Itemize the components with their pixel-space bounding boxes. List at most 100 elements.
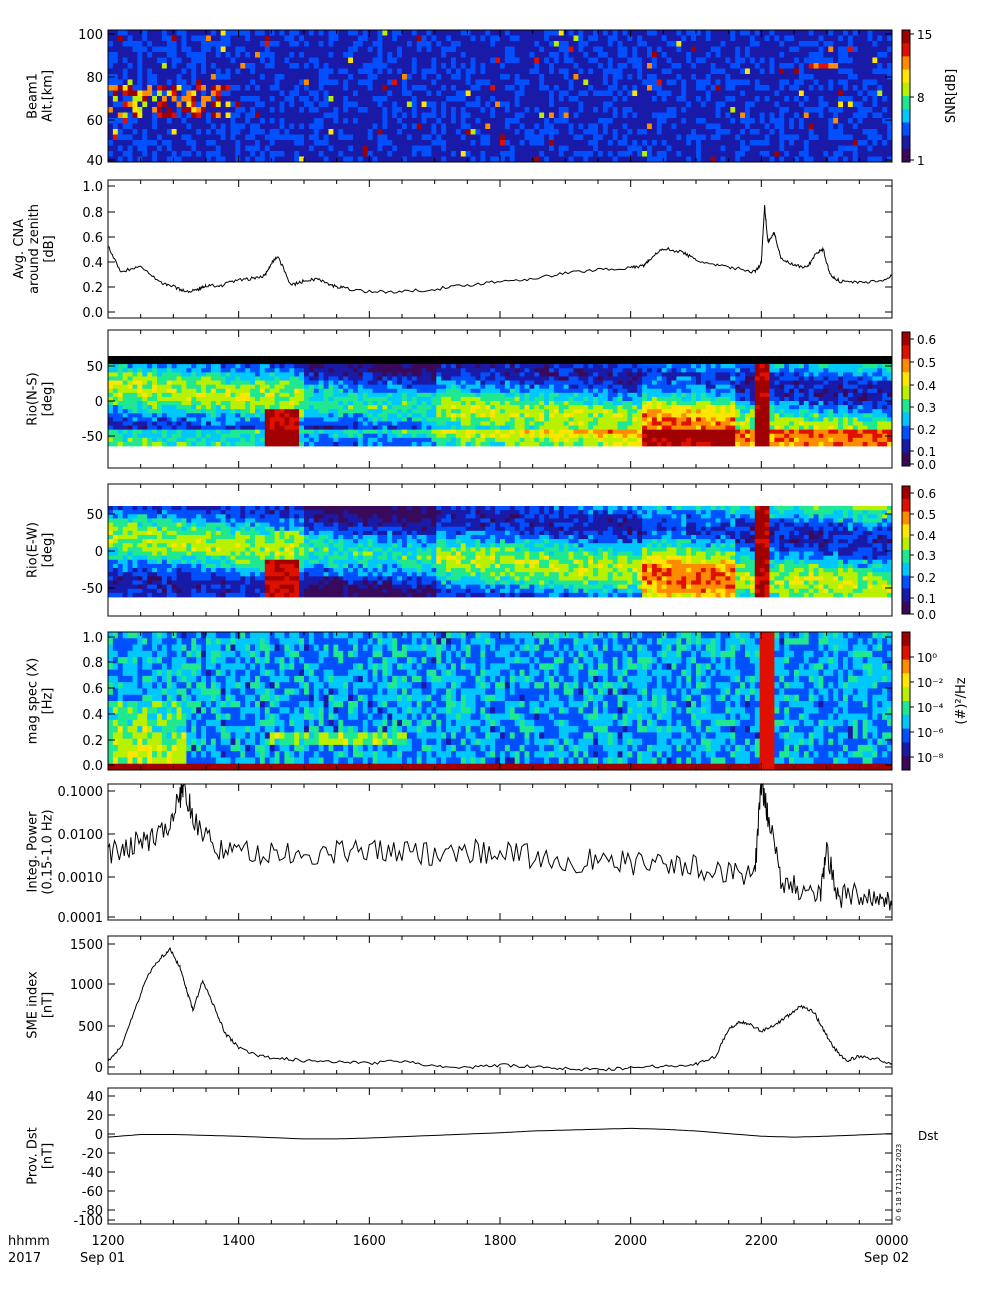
heatmap-cell <box>725 41 731 47</box>
heatmap-cell <box>269 388 275 394</box>
heatmap-cell <box>259 368 266 373</box>
heatmap-cell <box>225 134 231 141</box>
heatmap-cell <box>647 74 653 80</box>
heatmap-cell <box>485 30 491 36</box>
heatmap-cell <box>181 96 187 102</box>
heatmap-cell <box>705 90 712 97</box>
heatmap-cell <box>774 52 780 58</box>
heatmap-cell <box>259 413 266 418</box>
heatmap-cell <box>421 123 427 130</box>
heatmap-cell <box>622 30 628 36</box>
heatmap-cell <box>157 35 163 42</box>
heatmap-cell <box>318 364 324 369</box>
heatmap-cell <box>225 74 231 80</box>
heatmap-cell <box>147 409 153 414</box>
heatmap-cell <box>235 52 241 58</box>
heatmap-cell <box>392 123 398 130</box>
heatmap-cell <box>269 112 275 119</box>
heatmap-cell <box>235 46 241 53</box>
heatmap-cell <box>338 156 344 163</box>
heatmap-cell <box>171 429 177 435</box>
heatmap-cell <box>343 63 349 69</box>
heatmap-cell <box>284 421 290 426</box>
heatmap-cell <box>656 151 663 157</box>
heatmap-cell <box>201 372 207 377</box>
heatmap-cell <box>754 134 761 141</box>
heatmap-cell <box>436 57 442 64</box>
heatmap-cell <box>617 68 623 75</box>
heatmap-cell <box>583 134 589 141</box>
heatmap-cell <box>235 392 241 398</box>
heatmap-cell <box>186 425 192 431</box>
heatmap-cell <box>137 79 143 86</box>
heatmap-cell <box>504 156 511 163</box>
heatmap-cell <box>132 134 138 141</box>
heatmap-cell <box>676 96 682 102</box>
heatmap-cell <box>318 156 324 163</box>
heatmap-cell <box>867 140 873 146</box>
heatmap-cell <box>161 437 168 443</box>
heatmap-cell <box>676 35 682 42</box>
heatmap-cell <box>112 52 119 58</box>
heatmap-cell <box>328 85 334 91</box>
heatmap-cell <box>225 46 231 53</box>
heatmap-cell <box>362 107 369 113</box>
heatmap-cell <box>161 85 168 91</box>
heatmap-cell <box>230 405 236 410</box>
heatmap-cell <box>534 129 540 135</box>
heatmap-cell <box>696 156 702 163</box>
heatmap-cell <box>147 388 153 394</box>
heatmap-cell <box>117 441 124 447</box>
heatmap-cell <box>451 96 457 102</box>
heatmap-cell <box>794 41 800 47</box>
heatmap-cell <box>196 134 202 141</box>
heatmap-cell <box>308 429 315 435</box>
heatmap-cell <box>730 35 736 42</box>
heatmap-cell <box>852 118 859 124</box>
heatmap-cell <box>299 364 305 369</box>
heatmap-cell <box>161 405 168 410</box>
heatmap-cell <box>284 384 290 390</box>
heatmap-cell <box>774 68 780 75</box>
heatmap-cell <box>402 46 408 53</box>
heatmap-cell <box>774 151 780 157</box>
heatmap-cell <box>245 413 251 418</box>
heatmap-cell <box>186 63 192 69</box>
heatmap-cell <box>367 118 373 124</box>
heatmap-cell <box>196 85 202 91</box>
heatmap-cell <box>259 52 266 58</box>
heatmap-cell <box>157 388 163 394</box>
heatmap-cell <box>725 96 731 102</box>
heatmap-cell <box>661 74 667 80</box>
heatmap-cell <box>122 134 128 141</box>
heatmap-cell <box>622 101 628 108</box>
heatmap-cell <box>137 57 143 64</box>
heatmap-cell <box>843 52 849 58</box>
heatmap-cell <box>289 364 295 369</box>
heatmap-cell <box>289 118 295 124</box>
heatmap-cell <box>696 74 702 80</box>
heatmap-cell <box>798 52 805 58</box>
heatmap-cell <box>191 140 197 146</box>
heatmap-cell <box>166 46 173 53</box>
heatmap-cell <box>333 129 339 135</box>
heatmap-cell <box>157 441 163 447</box>
heatmap-cell <box>308 96 315 102</box>
heatmap-cell <box>240 35 246 42</box>
heatmap-cell <box>333 30 339 36</box>
heatmap-cell <box>857 140 863 146</box>
heatmap-cell <box>500 156 506 163</box>
heatmap-cell <box>284 401 290 406</box>
heatmap-cell <box>264 441 271 447</box>
heatmap-cell <box>774 74 780 80</box>
heatmap-cell <box>843 156 849 163</box>
heatmap-cell <box>171 401 177 406</box>
heatmap-cell <box>627 96 633 102</box>
heatmap-cell <box>338 85 344 91</box>
heatmap-cell <box>735 79 741 86</box>
heatmap-cell <box>808 101 814 108</box>
heatmap-cell <box>544 41 550 47</box>
heatmap-cell <box>299 112 305 119</box>
heatmap-cell <box>323 118 329 124</box>
heatmap-cell <box>573 96 579 102</box>
